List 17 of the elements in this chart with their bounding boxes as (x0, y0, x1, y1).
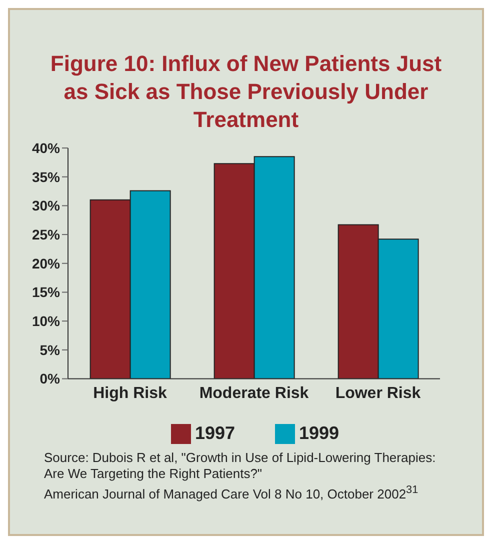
x-tick-label: High Risk (93, 385, 167, 402)
y-tick-label: 15% (32, 284, 61, 300)
y-tick-label: 35% (32, 168, 61, 185)
y-tick-label: 0% (40, 370, 61, 387)
y-tick-label: 20% (32, 255, 61, 272)
y-tick-label: 5% (40, 342, 61, 358)
source-note: Source: Dubois R et al, "Growth in Use of Lipid-Lowering Therapies: Are We Targeting the Right Patients?" (44, 450, 437, 482)
legend-label: 1997 (194, 422, 235, 443)
y-tick-label: 30% (32, 198, 61, 214)
legend-label: 1999 (299, 422, 340, 443)
text: American Journal of Managed Care Vol 8 No 10, October 2002$^{31}$ (44, 483, 420, 502)
x-tick-label: Lower Risk (335, 385, 421, 402)
x-tick-label: Moderate Risk (199, 385, 309, 402)
y-tick-label: 40% (32, 140, 61, 156)
chart-title: Figure 10: Influx of New Patients Just as Sick as Those Previously Under Treatment (49, 50, 443, 134)
y-tick-label: 25% (32, 226, 61, 242)
y-tick-label: 10% (32, 313, 61, 330)
